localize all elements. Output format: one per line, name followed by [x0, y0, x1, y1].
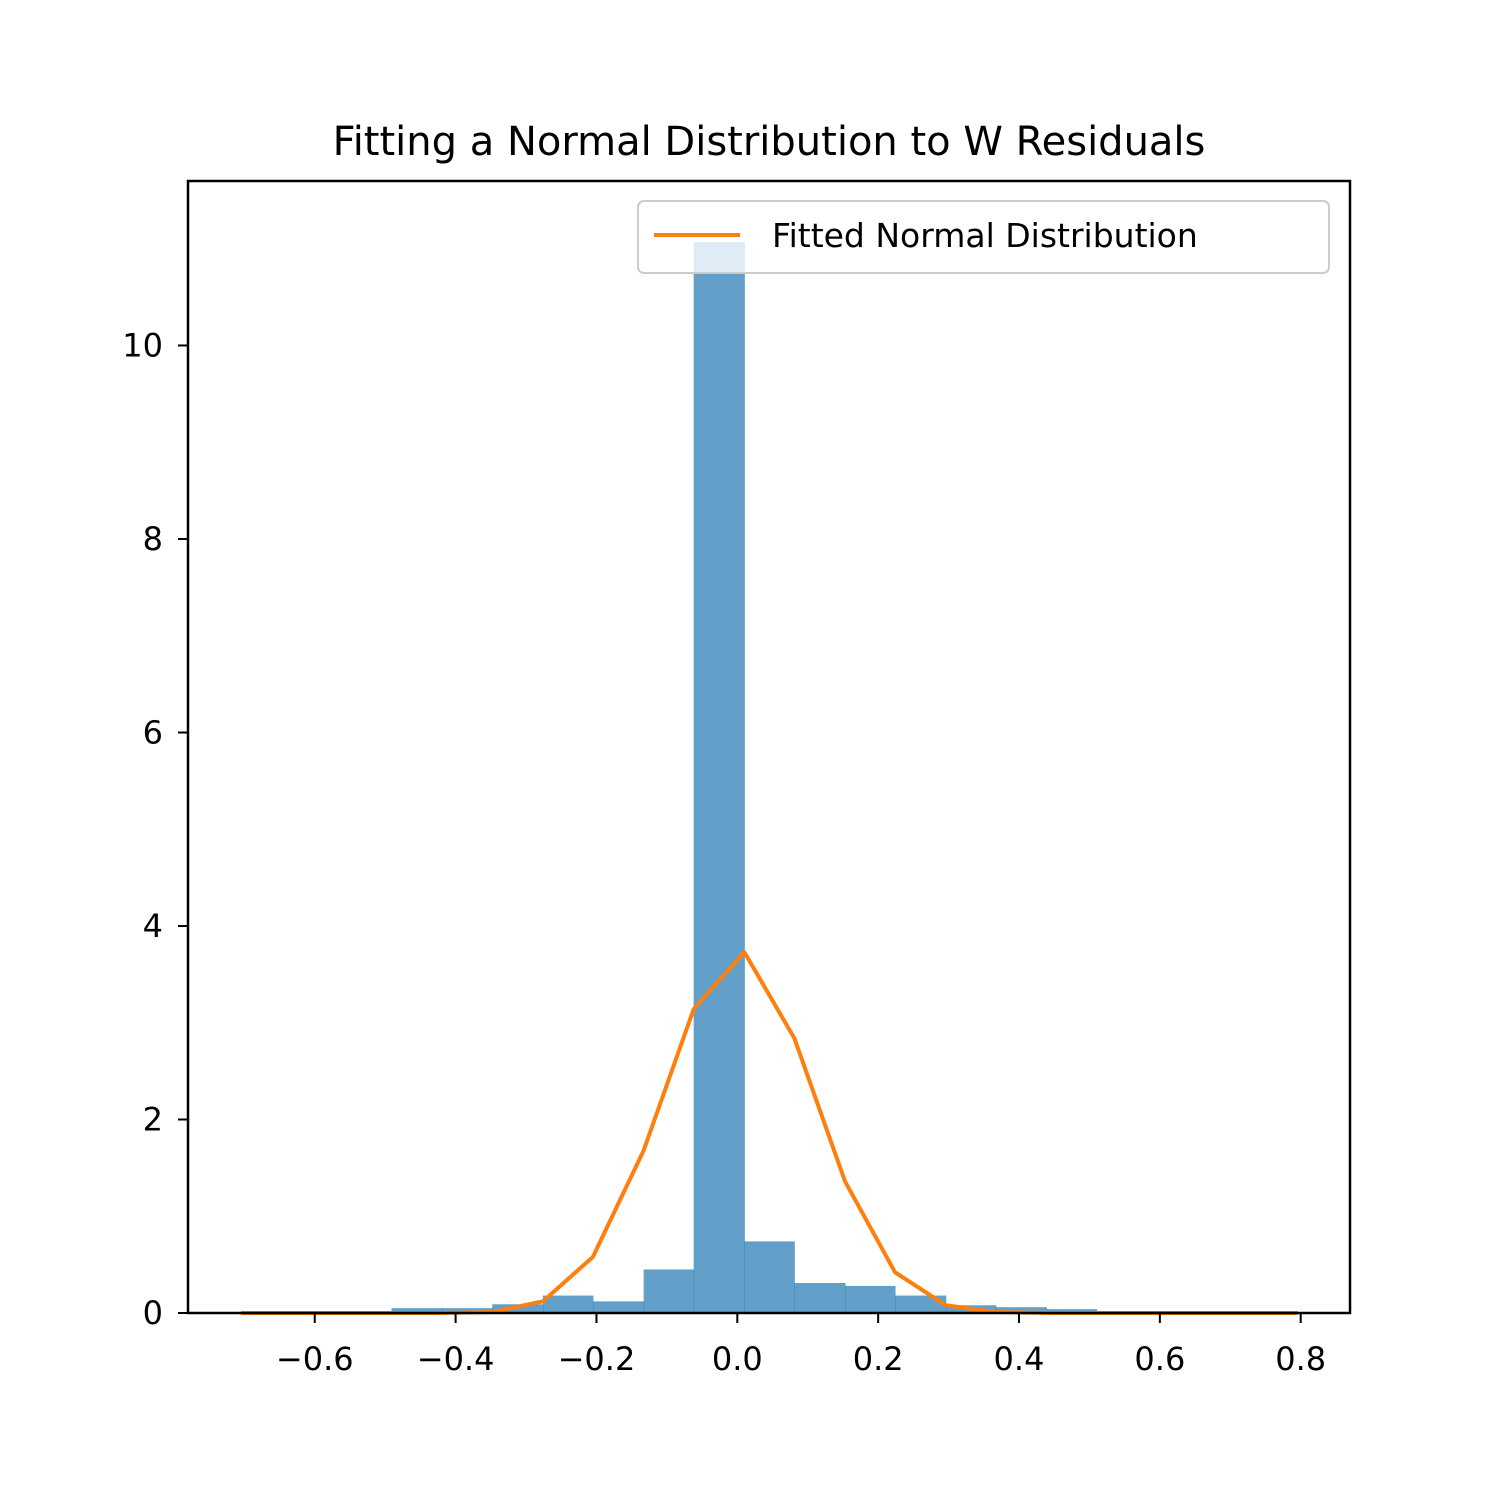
y-tick-label: 0	[143, 1294, 163, 1332]
legend: Fitted Normal Distribution	[637, 200, 1330, 274]
y-tick-label: 2	[143, 1100, 163, 1138]
histogram-bar	[693, 241, 745, 1314]
chart-title: Fitting a Normal Distribution to W Resid…	[333, 119, 1206, 165]
y-axis: 0 2 4 6 8 10	[122, 326, 188, 1332]
y-tick-label: 6	[143, 713, 163, 751]
x-tick-label: 0.2	[853, 1340, 904, 1378]
histogram-bar	[744, 1241, 795, 1313]
plot-frame	[186, 179, 1352, 1315]
histogram-bar	[895, 1295, 947, 1313]
x-tick-label: 0.4	[994, 1340, 1045, 1378]
x-tick-label: 0.6	[1134, 1340, 1185, 1378]
y-tick-label: 8	[143, 520, 163, 558]
x-tick-label: −0.6	[276, 1340, 354, 1378]
y-tick-label: 10	[122, 326, 163, 364]
legend-label-fitted-normal: Fitted Normal Distribution	[772, 216, 1198, 255]
x-tick-label: −0.4	[417, 1340, 495, 1378]
x-tick-label: 0.0	[712, 1340, 763, 1378]
histogram-bar	[995, 1307, 1047, 1313]
legend-box	[637, 200, 1330, 274]
histogram-bar	[643, 1269, 695, 1313]
x-axis: −0.6 −0.4 −0.2 0.0 0.2 0.4 0.6 0.8	[276, 1313, 1326, 1378]
x-tick-label: 0.8	[1275, 1340, 1326, 1378]
histogram-bar	[845, 1285, 896, 1313]
histogram-bar	[592, 1301, 645, 1313]
x-tick-label: −0.2	[558, 1340, 636, 1378]
histogram-bar	[391, 1308, 443, 1313]
histogram-bar	[542, 1295, 594, 1313]
y-tick-label: 4	[143, 907, 163, 945]
histogram-bar	[794, 1283, 846, 1313]
